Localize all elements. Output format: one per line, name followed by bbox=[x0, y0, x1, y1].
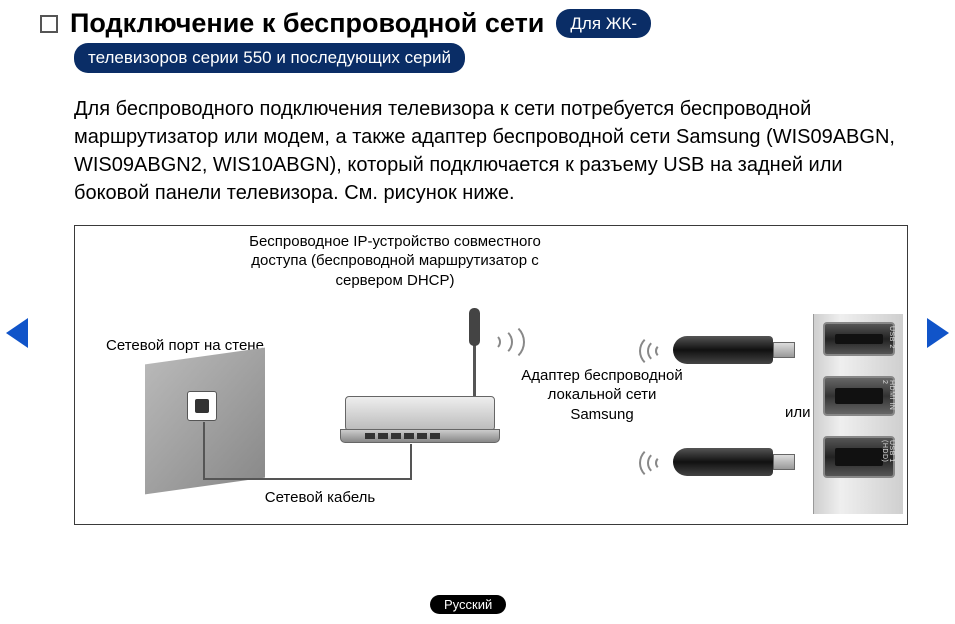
model-badge-line1: Для ЖК- bbox=[556, 9, 651, 39]
page-title: Подключение к беспроводной сети bbox=[70, 8, 544, 39]
wifi-adapter-icon bbox=[673, 336, 773, 364]
model-badge-row2: телевизоров серии 550 и последующих сери… bbox=[74, 43, 910, 73]
prev-page-arrow[interactable] bbox=[6, 318, 28, 348]
usb-port-1: USB 2 bbox=[823, 322, 895, 356]
router-icon bbox=[345, 396, 495, 431]
cable-segment bbox=[203, 478, 410, 480]
adapter-label: Адаптер беспроводной локальной сети Sams… bbox=[517, 366, 687, 425]
cable-segment bbox=[203, 422, 205, 480]
language-badge: Русский bbox=[430, 595, 506, 614]
usb-port-2: USB 1 (HDD) bbox=[823, 436, 895, 478]
usb2-label: USB 1 (HDD) bbox=[881, 440, 895, 476]
router-label: Беспроводное IP-устройство совместного д… bbox=[245, 232, 545, 291]
model-badge-line2: телевизоров серии 550 и последующих сери… bbox=[74, 43, 465, 73]
hdmi-label: HDMI IN 2 bbox=[881, 380, 895, 414]
or-label: или bbox=[785, 404, 811, 421]
wifi-adapter-icon bbox=[673, 448, 773, 476]
body-paragraph: Для беспроводного подключения телевизора… bbox=[74, 95, 910, 207]
router-antenna-top bbox=[469, 308, 480, 346]
usb1-label: USB 2 bbox=[888, 326, 895, 349]
hdmi-port: HDMI IN 2 bbox=[823, 376, 895, 416]
connection-diagram: Беспроводное IP-устройство совместного д… bbox=[74, 225, 908, 525]
next-page-arrow[interactable] bbox=[927, 318, 949, 348]
page-content: Подключение к беспроводной сети Для ЖК- … bbox=[40, 8, 910, 525]
wall-graphic bbox=[145, 347, 265, 494]
cable-label: Сетевой кабель bbox=[245, 488, 395, 508]
wall-port-icon bbox=[187, 391, 217, 421]
cable-segment bbox=[410, 444, 412, 480]
router-ports bbox=[365, 433, 475, 439]
header-row: Подключение к беспроводной сети Для ЖК- bbox=[40, 8, 910, 39]
square-bullet-icon bbox=[40, 15, 58, 33]
